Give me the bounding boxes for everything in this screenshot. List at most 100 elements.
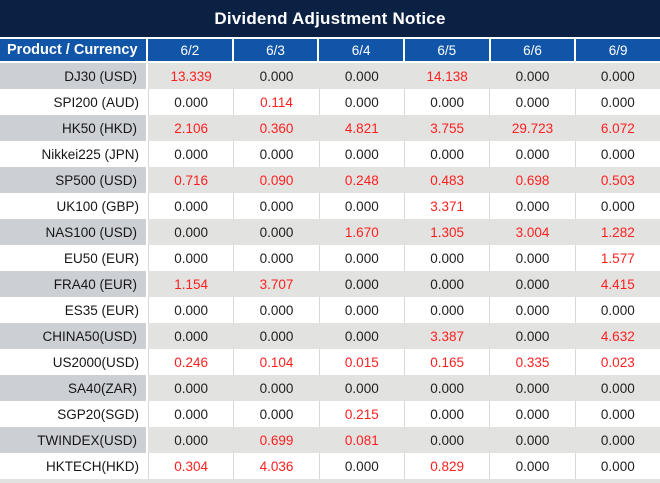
product-cell: FRA40 (EUR) bbox=[0, 271, 148, 297]
column-header-row: Product / Currency 6/2 6/3 6/4 6/5 6/6 6… bbox=[0, 39, 660, 61]
value-cell: 1.577 bbox=[574, 245, 660, 271]
table-row: CHINA50(USD) 0.000 0.000 0.000 3.387 0.000 4.6… bbox=[0, 323, 660, 349]
product-cell: HKTECH(HKD) bbox=[46, 458, 139, 474]
table-row: US2000(USD) 0.246 0.104 0.015 0.165 0.335 0.02… bbox=[0, 349, 660, 375]
value-cell: 0.000 bbox=[233, 323, 319, 349]
value-cell: 0.000 bbox=[489, 375, 575, 401]
value-cell: 0.000 bbox=[489, 89, 574, 115]
value-cell: 3.707 bbox=[233, 271, 319, 297]
value-cell: 0.000 bbox=[233, 375, 319, 401]
table-row: EU50 (EUR) 0.000 0.000 0.000 0.000 0.000 1.577 bbox=[0, 245, 660, 271]
value-cell: 0.000 bbox=[404, 427, 490, 453]
value-cell: 0.246 bbox=[148, 349, 233, 375]
value-cell: 0.000 bbox=[489, 453, 574, 479]
value-cell: 0.248 bbox=[318, 167, 404, 193]
divider bbox=[0, 37, 660, 39]
value-cell: 0.335 bbox=[489, 349, 574, 375]
value-cell: 0.000 bbox=[318, 245, 404, 271]
value-cell: 0.000 bbox=[489, 141, 574, 167]
value-cell: 3.004 bbox=[489, 219, 575, 245]
column-header-date: 6/2 bbox=[148, 39, 232, 61]
product-cell: UK100 (GBP) bbox=[56, 198, 139, 214]
table-title: Dividend Adjustment Notice bbox=[0, 0, 660, 37]
column-header-product: Product / Currency bbox=[0, 39, 146, 61]
product-cell: SPI200 (AUD) bbox=[53, 94, 139, 110]
product-cell: CHINA50(USD) bbox=[0, 323, 148, 349]
table-body: DJ30 (USD) 13.339 0.000 0.000 14.138 0.000 0.0… bbox=[0, 63, 660, 479]
value-cell: 0.503 bbox=[574, 167, 660, 193]
value-cell: 0.000 bbox=[574, 401, 660, 427]
table-row: Nikkei225 (JPN) 0.000 0.000 0.000 0.000 0.000… bbox=[0, 141, 660, 167]
value-cell: 0.165 bbox=[404, 349, 489, 375]
value-cell: 4.821 bbox=[318, 115, 404, 141]
value-cell: 0.081 bbox=[318, 427, 404, 453]
value-cell: 0.000 bbox=[233, 297, 318, 323]
value-cell: 0.000 bbox=[404, 89, 489, 115]
table-row: SA40(ZAR) 0.000 0.000 0.000 0.000 0.000 0.000 bbox=[0, 375, 660, 401]
value-cell: 0.000 bbox=[404, 297, 489, 323]
value-cell: 0.000 bbox=[574, 453, 660, 479]
value-cell: 0.304 bbox=[148, 453, 233, 479]
column-header-date: 6/4 bbox=[319, 39, 403, 61]
column-header-date: 6/5 bbox=[404, 39, 489, 61]
value-cell: 14.138 bbox=[404, 63, 490, 89]
value-cell: 4.632 bbox=[574, 323, 660, 349]
value-cell: 0.000 bbox=[574, 375, 660, 401]
column-header-date: 6/9 bbox=[576, 39, 660, 61]
value-cell: 0.000 bbox=[489, 193, 574, 219]
value-cell: 0.000 bbox=[148, 245, 233, 271]
table-row: NAS100 (USD) 0.000 0.000 1.670 1.305 3.004 1.2… bbox=[0, 219, 660, 245]
value-cell: 2.106 bbox=[148, 115, 234, 141]
value-cell: 0.000 bbox=[404, 375, 490, 401]
value-cell: 0.699 bbox=[233, 427, 319, 453]
table-row: SPI200 (AUD) 0.000 0.114 0.000 0.000 0.000 0.0… bbox=[0, 89, 660, 115]
value-cell: 0.000 bbox=[489, 401, 574, 427]
value-cell: 0.000 bbox=[148, 375, 234, 401]
value-cell: 0.114 bbox=[233, 89, 318, 115]
value-cell: 0.829 bbox=[404, 453, 489, 479]
value-cell: 0.000 bbox=[489, 427, 575, 453]
value-cell: 0.000 bbox=[148, 219, 234, 245]
table-row: UK100 (GBP) 0.000 0.000 0.000 3.371 0.000 0.00… bbox=[0, 193, 660, 219]
product-cell: EU50 (EUR) bbox=[63, 250, 139, 266]
value-cell: 0.000 bbox=[318, 323, 404, 349]
value-cell: 0.000 bbox=[574, 193, 660, 219]
value-cell: 0.000 bbox=[318, 89, 404, 115]
table-row: DJ30 (USD) 13.339 0.000 0.000 14.138 0.000 0.0… bbox=[0, 63, 660, 89]
value-cell: 0.698 bbox=[489, 167, 575, 193]
product-cell: DJ30 (USD) bbox=[0, 63, 148, 89]
value-cell: 3.755 bbox=[404, 115, 490, 141]
value-cell: 0.000 bbox=[233, 141, 318, 167]
value-cell: 0.000 bbox=[489, 271, 575, 297]
value-cell: 0.000 bbox=[489, 63, 575, 89]
product-cell: SA40(ZAR) bbox=[0, 375, 148, 401]
value-cell: 0.000 bbox=[489, 297, 574, 323]
value-cell: 0.000 bbox=[148, 89, 233, 115]
value-cell: 0.000 bbox=[318, 297, 404, 323]
value-cell: 1.154 bbox=[148, 271, 234, 297]
value-cell: 0.000 bbox=[233, 401, 318, 427]
value-cell: 6.072 bbox=[574, 115, 660, 141]
value-cell: 0.360 bbox=[233, 115, 319, 141]
value-cell: 1.282 bbox=[574, 219, 660, 245]
product-cell: SP500 (USD) bbox=[0, 167, 148, 193]
value-cell: 0.000 bbox=[148, 323, 234, 349]
value-cell: 0.000 bbox=[574, 141, 660, 167]
value-cell: 0.000 bbox=[404, 245, 489, 271]
table-row: HK50 (HKD) 2.106 0.360 4.821 3.755 29.723 6.07… bbox=[0, 115, 660, 141]
value-cell: 0.000 bbox=[148, 141, 233, 167]
value-cell: 0.483 bbox=[404, 167, 490, 193]
table-row: FRA40 (EUR) 1.154 3.707 0.000 0.000 0.000 4.41… bbox=[0, 271, 660, 297]
value-cell: 3.371 bbox=[404, 193, 489, 219]
value-cell: 1.670 bbox=[318, 219, 404, 245]
value-cell: 0.000 bbox=[233, 63, 319, 89]
table-row: TWINDEX(USD) 0.000 0.699 0.081 0.000 0.000 0.0… bbox=[0, 427, 660, 453]
value-cell: 0.000 bbox=[318, 375, 404, 401]
product-cell: HK50 (HKD) bbox=[0, 115, 148, 141]
value-cell: 0.000 bbox=[148, 401, 233, 427]
value-cell: 0.000 bbox=[318, 453, 404, 479]
value-cell: 4.036 bbox=[233, 453, 318, 479]
value-cell: 0.000 bbox=[404, 141, 489, 167]
product-cell: US2000(USD) bbox=[52, 354, 139, 370]
value-cell: 0.215 bbox=[318, 401, 404, 427]
